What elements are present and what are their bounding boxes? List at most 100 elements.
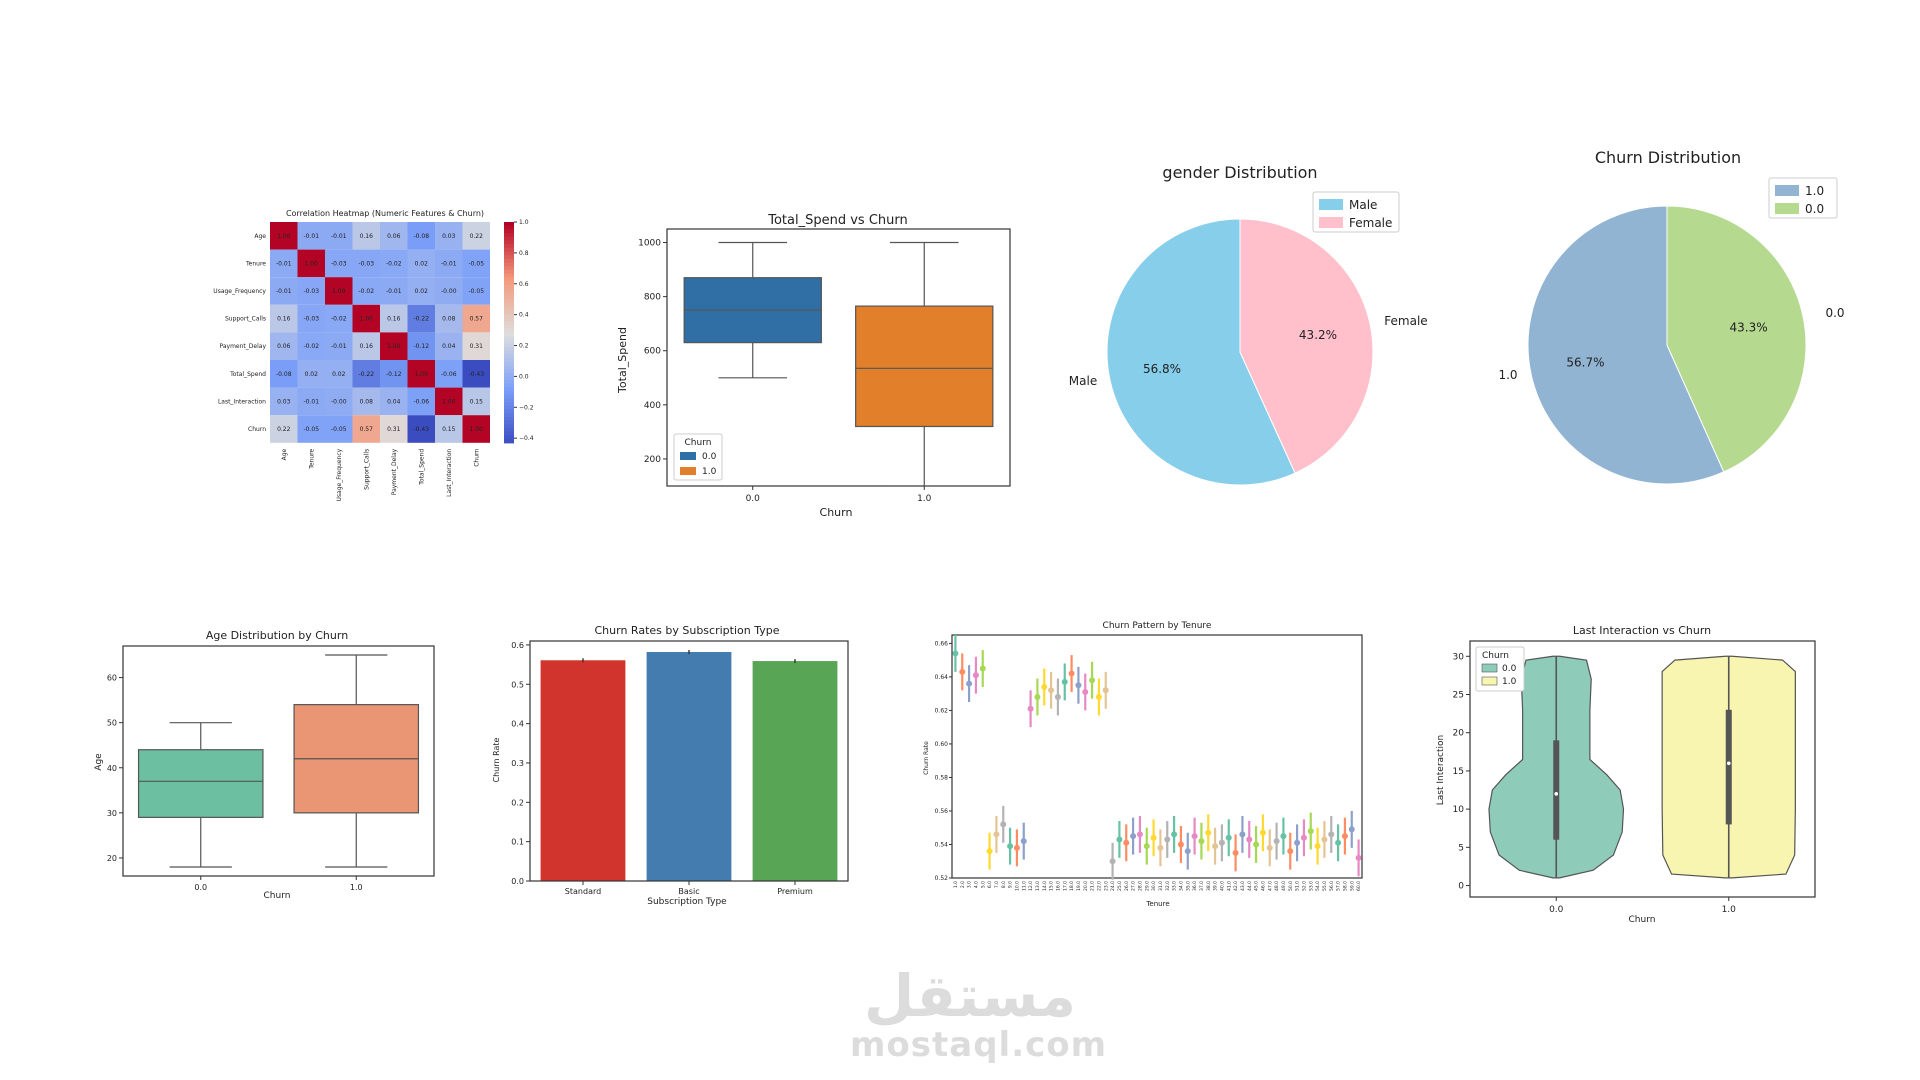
heatmap-cell-value: 0.22 xyxy=(277,426,291,433)
colorbar-segment xyxy=(504,325,514,330)
tenure-point xyxy=(1061,678,1068,685)
x-tick-label: 42.0 xyxy=(1233,881,1239,891)
heatmap-cell-value: 0.16 xyxy=(360,233,374,240)
y-tick-label: 10 xyxy=(1453,805,1465,815)
colorbar-segment xyxy=(504,398,514,403)
tenure-point xyxy=(1253,841,1260,848)
x-tick-label: 59.0 xyxy=(1349,881,1355,891)
colorbar-segment xyxy=(504,258,514,264)
tenure-point xyxy=(1164,836,1171,843)
colorbar-segment xyxy=(504,295,514,300)
x-tick-label: 0.0 xyxy=(194,883,207,892)
tenure-point xyxy=(1266,844,1273,851)
heatmap-cell-value: -0.01 xyxy=(331,233,347,240)
spend-box-xlabel: Churn xyxy=(820,506,853,519)
heatmap-col-label: Total_Spend xyxy=(418,449,425,486)
tenure-point xyxy=(1130,833,1137,840)
heatmap-cell xyxy=(325,332,353,360)
x-tick-label: 38.0 xyxy=(1206,881,1212,891)
heatmap-cell xyxy=(352,332,380,360)
pie-legend-swatch xyxy=(1775,203,1799,214)
heatmap-cell xyxy=(407,222,435,250)
heatmap-cell xyxy=(325,277,353,305)
colorbar-segment xyxy=(504,387,514,392)
y-tick-label: 0.62 xyxy=(935,707,949,714)
violin-iqr xyxy=(1725,709,1732,825)
heatmap-cell xyxy=(270,332,298,360)
tenure-point xyxy=(1246,836,1253,843)
colorbar-segment xyxy=(504,310,514,315)
heatmap-cell xyxy=(435,222,463,250)
spend-legend-title: Churn xyxy=(685,438,712,448)
violin-title: Last Interaction vs Churn xyxy=(1573,624,1711,637)
y-tick-label: 800 xyxy=(644,293,661,303)
x-tick-label: 0.0 xyxy=(1549,905,1564,915)
colorbar-segment xyxy=(504,302,514,308)
heatmap-cell-value: 0.04 xyxy=(387,398,401,405)
colorbar-segment xyxy=(504,321,514,326)
heatmap-cell xyxy=(462,222,490,250)
heatmap-cell-value: -0.05 xyxy=(331,426,347,433)
heatmap-cell xyxy=(407,360,435,388)
x-tick-label: 10.0 xyxy=(1014,881,1020,891)
y-tick-label: 15 xyxy=(1453,767,1464,777)
heatmap-cell xyxy=(270,222,298,250)
colorbar-segment xyxy=(504,339,514,345)
watermark-arabic: مستقل xyxy=(863,962,1077,1030)
x-tick-label: 25.0 xyxy=(1117,881,1123,891)
x-tick-label: 48.0 xyxy=(1274,881,1280,891)
heatmap-row-label: Age xyxy=(254,233,266,240)
pie-legend-label: 0.0 xyxy=(1805,202,1824,216)
x-tick-label: 46.0 xyxy=(1260,881,1266,891)
colorbar-segment xyxy=(504,233,514,238)
heatmap-cell xyxy=(325,304,353,333)
heatmap-cell xyxy=(380,387,408,416)
heatmap-cell xyxy=(380,277,408,305)
x-tick-label: 34.0 xyxy=(1178,881,1184,891)
tenure-point xyxy=(1048,687,1055,694)
y-tick-label: 0.1 xyxy=(511,838,524,847)
tenure-point xyxy=(1136,831,1143,838)
heatmap-cell-value: 0.57 xyxy=(470,316,484,323)
x-tick-label: 57.0 xyxy=(1336,881,1342,891)
x-tick-label: 7.0 xyxy=(994,881,1000,888)
y-tick-label: 60 xyxy=(107,674,117,683)
pie-slice-label: 0.0 xyxy=(1825,306,1844,320)
colorbar-segment xyxy=(504,284,514,289)
colorbar-segment xyxy=(504,236,514,241)
y-tick-label: 50 xyxy=(107,719,117,728)
x-tick-label: 51.0 xyxy=(1295,881,1301,891)
box xyxy=(137,749,264,818)
colorbar-tick-label: 0.8 xyxy=(519,250,529,257)
pie-slice-pct: 43.3% xyxy=(1729,321,1767,335)
x-tick-label: 5.0 xyxy=(980,881,986,888)
x-tick-label: 9.0 xyxy=(1008,881,1014,888)
violin-legend-swatch xyxy=(1481,663,1498,673)
heatmap-cell-value: 0.04 xyxy=(442,343,456,350)
heatmap-cell-value: 0.02 xyxy=(332,371,346,378)
violin-median xyxy=(1726,761,1731,766)
y-tick-label: 400 xyxy=(644,401,661,411)
x-tick-label: 43.0 xyxy=(1240,881,1246,891)
tenure-point xyxy=(1300,834,1307,841)
tenure-point xyxy=(1191,833,1198,840)
colorbar-segment xyxy=(504,255,514,260)
heatmap-cell xyxy=(325,415,353,443)
tenure-point xyxy=(1000,821,1007,828)
x-tick-label: 17.0 xyxy=(1062,881,1068,891)
colorbar-segment xyxy=(504,277,514,282)
x-tick-label: 12.0 xyxy=(1028,881,1034,891)
colorbar-segment xyxy=(504,222,514,227)
heatmap-cell xyxy=(462,415,490,443)
violin-legend-label: 1.0 xyxy=(1502,677,1517,687)
tenure-point xyxy=(1095,694,1102,701)
heatmap-cell-value: 1.00 xyxy=(415,371,429,378)
y-tick-label: 0.4 xyxy=(511,720,524,729)
y-tick-label: 5 xyxy=(1458,843,1464,853)
heatmap-cell-value: -0.03 xyxy=(303,288,319,295)
heatmap-cell-value: 0.31 xyxy=(470,343,484,350)
tenure-point xyxy=(1143,843,1150,850)
x-tick-label: 18.0 xyxy=(1069,881,1075,891)
